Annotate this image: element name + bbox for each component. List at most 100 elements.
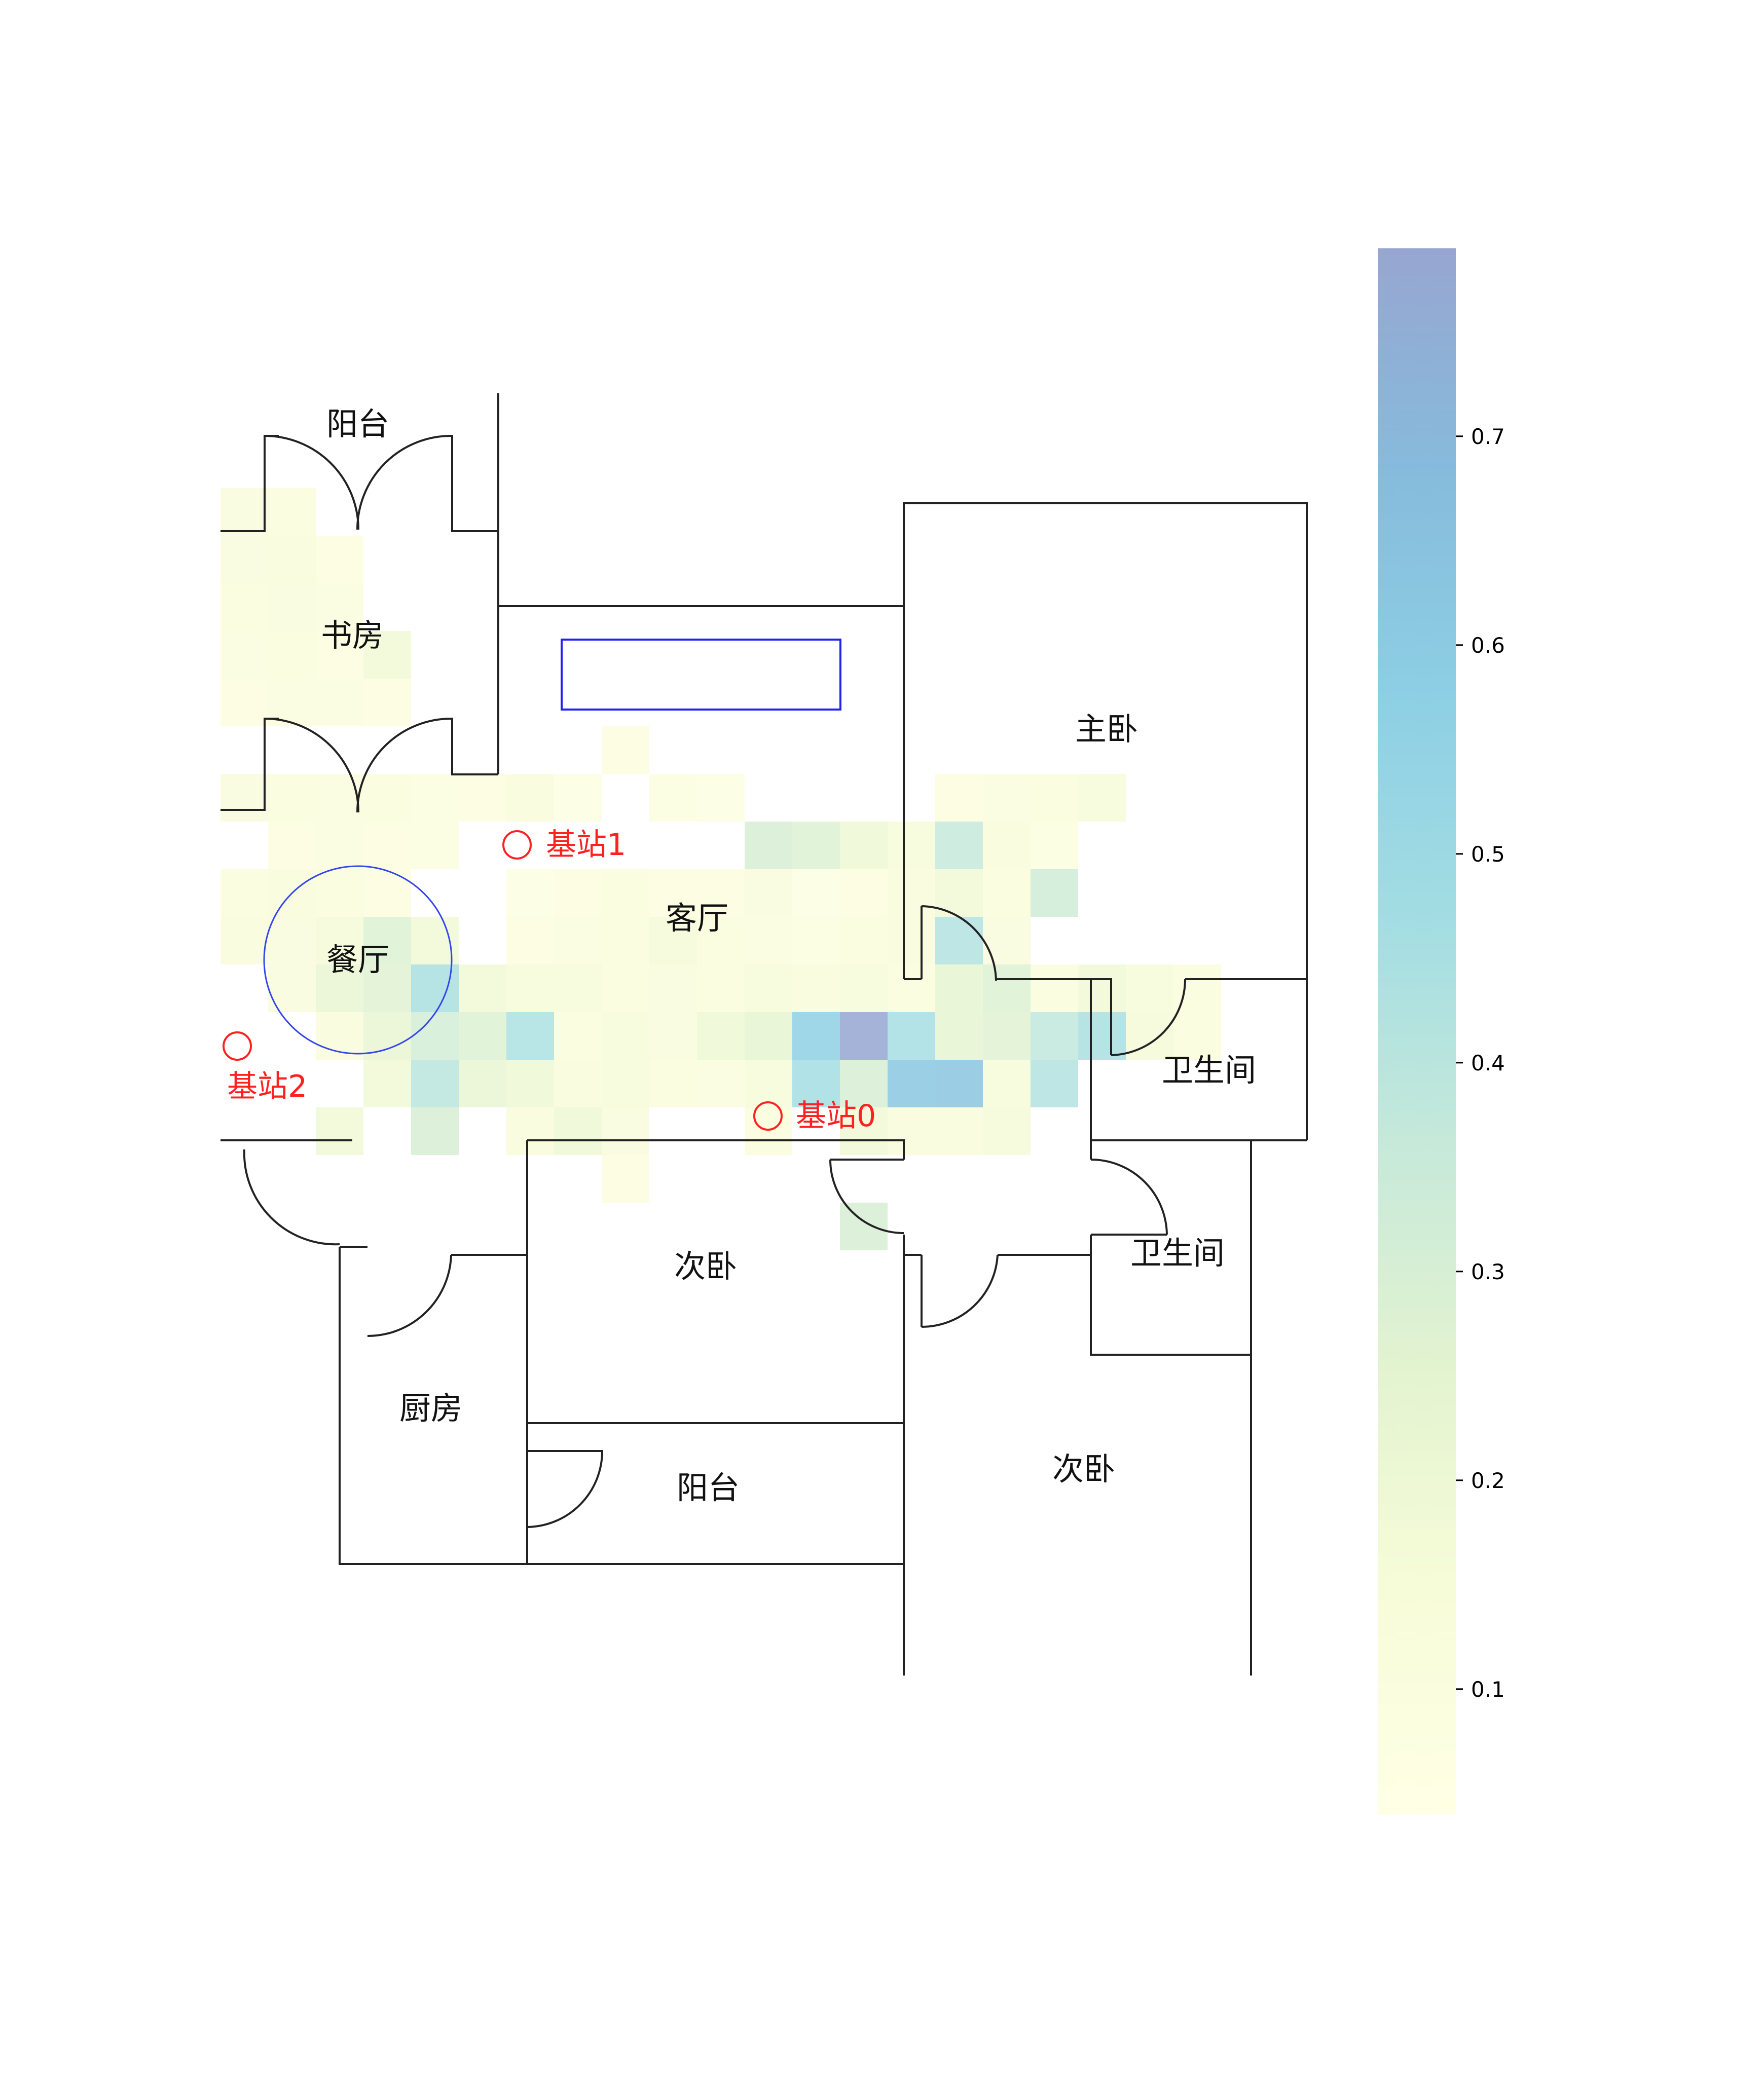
base-stations: 基站0 基站1 基站2	[223, 827, 876, 1134]
heatmap-cell	[649, 774, 697, 822]
heatmap-cell	[411, 1060, 459, 1107]
door-swing	[367, 1254, 452, 1337]
heatmap-cell	[792, 822, 840, 869]
heatmap-cell	[363, 869, 411, 917]
heatmap-cell	[649, 869, 697, 917]
dining-table	[263, 865, 453, 1055]
heatmap-cell	[268, 536, 316, 583]
heatmap-cell	[506, 1060, 554, 1107]
heatmap-cell	[935, 1012, 983, 1060]
heatmap-cell	[649, 964, 697, 1012]
heatmap-cell	[363, 1060, 411, 1107]
heatmap-cell	[1031, 774, 1078, 822]
heatmap-cell	[697, 1012, 745, 1060]
room-label-bathroom-1: 卫生间	[1162, 1052, 1256, 1089]
heatmap-cell	[1078, 964, 1126, 1012]
station-2-label: 基站2	[227, 1069, 307, 1104]
heatmap-cell	[220, 917, 268, 964]
floor-plan-doors	[243, 435, 1186, 1528]
door-swing	[1111, 979, 1186, 1056]
heatmap-cell	[268, 917, 316, 964]
heatmap-cell	[840, 917, 888, 964]
heatmap-cell	[554, 1012, 602, 1060]
heatmap-cell	[268, 631, 316, 679]
heatmap-cell	[888, 1060, 935, 1107]
heatmap-cell	[983, 822, 1031, 869]
wall-bath1-west	[996, 978, 1112, 1055]
heatmap-cell	[697, 774, 745, 822]
room-label-balcony-top: 阳台	[326, 405, 389, 442]
heatmap-cell	[745, 964, 792, 1012]
room-label-second-bedroom-1: 次卧	[674, 1248, 737, 1285]
heatmap-cell	[983, 1107, 1031, 1155]
heatmap-cell	[363, 679, 411, 726]
heatmap-cell	[220, 583, 268, 631]
heatmap-cell	[316, 869, 363, 917]
door-swing	[264, 718, 359, 813]
heatmap-cell	[554, 1060, 602, 1107]
heatmap-cell	[220, 679, 268, 726]
colorbar: 0.1 0.2 0.3 0.4 0.5 0.6 0.7	[1378, 248, 1505, 1814]
colorbar-tick-label: 0.7	[1471, 424, 1505, 449]
heatmap-cell	[745, 1012, 792, 1060]
door-swing	[356, 718, 452, 813]
heatmap-cell	[363, 631, 411, 679]
heatmap-cell	[888, 822, 935, 869]
heatmap-cell	[506, 917, 554, 964]
wall-bedroom2-top	[527, 1139, 905, 1160]
heatmap-cell	[1078, 774, 1126, 822]
heatmap-cell	[1031, 869, 1078, 917]
heatmap-cell	[792, 1012, 840, 1060]
heatmap-cell	[554, 917, 602, 964]
room-label-living-room: 客厅	[666, 900, 728, 937]
room-label-second-bedroom-2: 次卧	[1052, 1450, 1115, 1487]
heatmap-cell	[602, 917, 649, 964]
heatmap-layer	[220, 488, 1221, 1250]
heatmap-cell	[745, 1060, 792, 1107]
heatmap-cell	[316, 583, 363, 631]
heatmap-cell	[840, 1107, 888, 1155]
colorbar-tick-label: 0.2	[1471, 1468, 1505, 1493]
heatmap-cell	[602, 1012, 649, 1060]
heatmap-cell	[840, 964, 888, 1012]
station-0-label: 基站0	[796, 1098, 876, 1134]
heatmap-cell	[840, 1012, 888, 1060]
door-swing	[356, 435, 452, 530]
heatmap-cell	[1078, 1012, 1126, 1060]
heatmap-cell	[602, 1107, 649, 1155]
door-swing	[829, 1159, 904, 1234]
heatmap-cell	[411, 822, 459, 869]
door-swing	[921, 1254, 999, 1328]
heatmap-cell	[459, 774, 506, 822]
heatmap-cell	[459, 1012, 506, 1060]
heatmap-cell	[506, 774, 554, 822]
door-swing	[264, 435, 359, 530]
heatmap-cell	[792, 1060, 840, 1107]
heatmap-cell	[1031, 964, 1078, 1012]
heatmap-cell	[363, 964, 411, 1012]
heatmap-cell	[745, 917, 792, 964]
heatmap-cell	[316, 1107, 363, 1155]
heatmap-cell	[983, 917, 1031, 964]
heatmap-cell	[316, 822, 363, 869]
heatmap-cell	[1031, 1060, 1078, 1107]
station-1-marker	[502, 830, 532, 860]
heatmap-cell	[888, 964, 935, 1012]
heatmap-cell	[935, 774, 983, 822]
heatmap-cell	[888, 869, 935, 917]
station-1-label: 基站1	[546, 827, 626, 863]
station-2-marker	[223, 1031, 252, 1061]
room-label-balcony-bottom: 阳台	[677, 1469, 740, 1506]
heatmap-cell	[459, 1060, 506, 1107]
wall-kitchen-outer	[339, 1247, 904, 1565]
heatmap-cell	[316, 964, 363, 1012]
heatmap-cell	[554, 964, 602, 1012]
heatmap-cell	[745, 822, 792, 869]
room-label-kitchen: 厨房	[399, 1390, 462, 1427]
heatmap-cell	[602, 1060, 649, 1107]
heatmap-cell	[1126, 964, 1173, 1012]
heatmap-cell	[316, 679, 363, 726]
room-label-study: 书房	[321, 617, 384, 654]
floor-plan-walls	[220, 393, 1308, 1676]
